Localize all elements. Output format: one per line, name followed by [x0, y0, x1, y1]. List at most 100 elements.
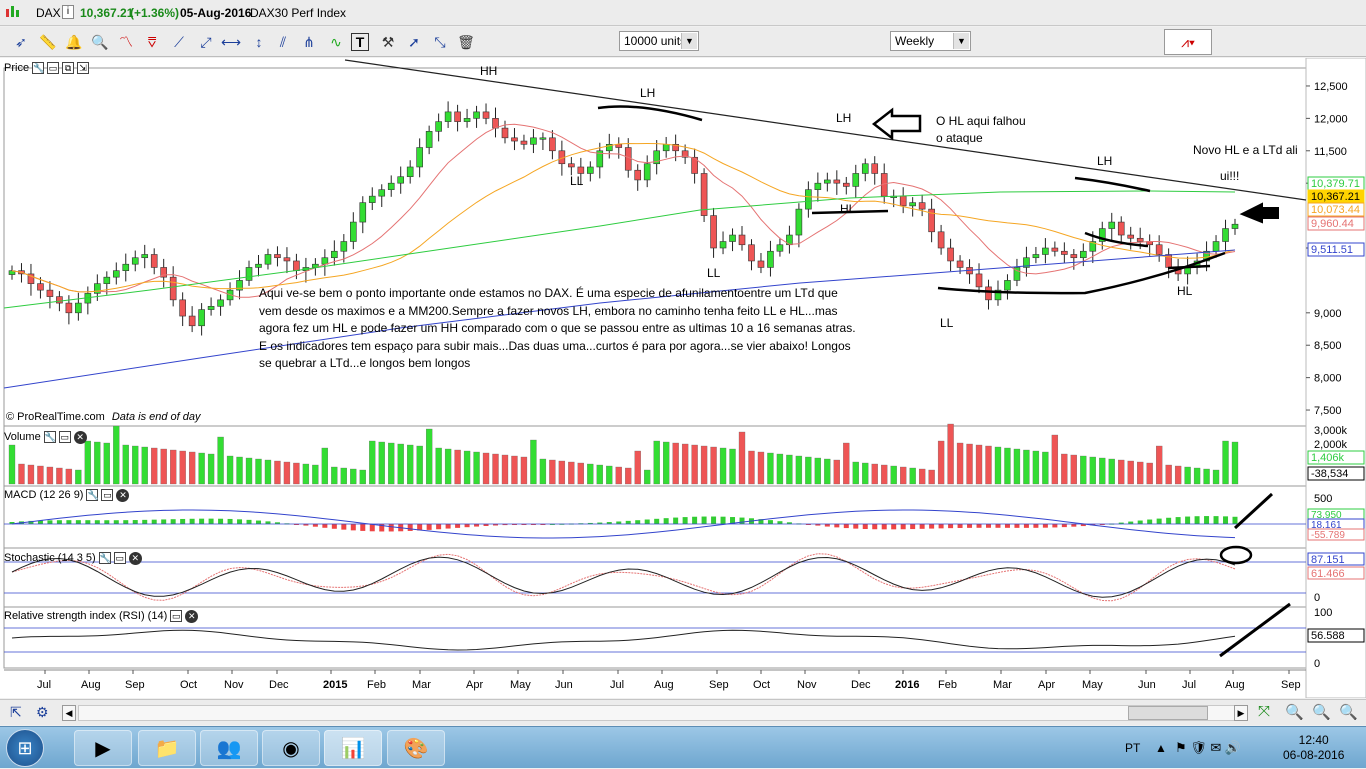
candle-body: [1004, 280, 1011, 291]
zoom-icon[interactable]: 🔍: [91, 33, 109, 50]
alarm-icon[interactable]: 🔔: [65, 33, 83, 50]
pitchfork-icon[interactable]: ⋔: [303, 33, 315, 50]
chart-canvas[interactable]: 12,50012,00011,50011,00010,0009,0008,500…: [0, 58, 1366, 698]
volume-bar: [1231, 441, 1239, 485]
time-tick-label: Nov: [797, 679, 817, 691]
scroll-track[interactable]: [78, 705, 1248, 721]
maximize-icon[interactable]: ▭: [58, 431, 71, 443]
macd-hist-bar: [948, 524, 954, 529]
clock[interactable]: 12:40 06-08-2016: [1283, 733, 1345, 762]
resize-icon[interactable]: ⤡: [434, 33, 446, 50]
zoom-out-icon[interactable]: 🔍: [1312, 704, 1331, 721]
fit-icon[interactable]: ⤧: [1258, 703, 1271, 720]
macd-hist-bar: [891, 524, 897, 530]
volume-bar: [103, 442, 110, 485]
macd-hist-bar: [312, 524, 318, 527]
macd-hist-bar: [1194, 516, 1200, 524]
line-icon[interactable]: ⟋: [174, 33, 184, 50]
macd-hist-bar: [1023, 524, 1029, 528]
hand-line-lh2: [1074, 176, 1151, 193]
zoom-mode-icon[interactable]: ⇱: [10, 704, 22, 720]
macd-hist-bar: [673, 517, 679, 524]
wave-icon[interactable]: ∿: [330, 33, 342, 50]
macd-hist-bar: [1175, 517, 1181, 524]
fib-icon[interactable]: 〽: [119, 34, 133, 50]
settings-icon[interactable]: ⚙: [36, 704, 49, 720]
candle-body: [1089, 241, 1097, 252]
volume-bar: [511, 455, 518, 485]
close-icon[interactable]: ✕: [116, 488, 130, 502]
rsi-badge-bg: [1307, 628, 1365, 643]
channel-icon[interactable]: ⫽: [279, 33, 287, 50]
volume-bar: [587, 463, 594, 485]
language-indicator[interactable]: PT: [1125, 741, 1141, 755]
volume-bar: [568, 461, 575, 485]
chevron-down-icon[interactable]: ▼: [681, 33, 697, 49]
macd-badge-bg: [1307, 528, 1365, 541]
fib-fan-icon[interactable]: ⩢: [147, 33, 157, 50]
scroll-thumb[interactable]: [1128, 706, 1208, 720]
maximize-icon[interactable]: ▭: [101, 489, 114, 501]
expand-icon[interactable]: ⇲: [77, 62, 90, 74]
zoom-fit-icon[interactable]: 🔍: [1285, 704, 1304, 721]
chevron-down-icon[interactable]: ▼: [953, 33, 969, 49]
wrench-icon[interactable]: 🔧: [32, 62, 45, 74]
copy-icon[interactable]: ⧉: [62, 62, 75, 74]
units-dropdown[interactable]: 10000 units ▼: [619, 31, 699, 51]
info-icon[interactable]: i: [62, 5, 74, 19]
ruler-icon[interactable]: 📏: [39, 33, 57, 50]
volume-bar: [236, 456, 243, 485]
ray-icon[interactable]: ⤢: [200, 33, 212, 50]
hammer-icon[interactable]: ⚒: [381, 33, 395, 50]
volume-bar: [1004, 447, 1011, 485]
candle-body: [729, 234, 736, 242]
volume-bar: [1061, 453, 1068, 485]
volume-bar: [463, 450, 471, 485]
wrench-icon[interactable]: 🔧: [43, 431, 56, 443]
maximize-icon[interactable]: ▭: [170, 610, 183, 622]
close-icon[interactable]: ✕: [185, 609, 199, 623]
text-icon[interactable]: T: [351, 33, 369, 51]
volume-bar: [1042, 451, 1049, 485]
vertical-line-icon[interactable]: ↕: [255, 34, 263, 50]
candle-body: [56, 296, 63, 304]
explorer-task[interactable]: 📁: [138, 730, 196, 766]
close-icon[interactable]: ✕: [73, 430, 87, 444]
wrench-icon[interactable]: 🔧: [98, 552, 111, 564]
media-player-task[interactable]: ▶: [74, 730, 132, 766]
maximize-icon[interactable]: ▭: [113, 552, 126, 564]
ma-fast-line: [11, 123, 1236, 298]
show-hidden-icons[interactable]: ▲: [1155, 741, 1167, 755]
prorealtime-task[interactable]: 📊: [324, 730, 382, 766]
volume-bar: [663, 441, 670, 485]
timeframe-dropdown[interactable]: Weekly ▼: [890, 31, 971, 51]
swing-label: LH: [836, 111, 851, 125]
contacts-task[interactable]: 👥: [200, 730, 258, 766]
wrench-icon[interactable]: 🔧: [86, 489, 99, 501]
chart-area[interactable]: 12,50012,00011,50011,00010,0009,0008,500…: [0, 58, 1366, 698]
close-icon[interactable]: ✕: [128, 551, 142, 565]
volume-bar: [435, 447, 442, 485]
volume-bar: [226, 455, 234, 485]
chart-scrollbar[interactable]: ⇱ ⚙ ◀ ▶ ⤧ 🔍 🔍 🔍: [0, 699, 1366, 725]
zoom-in-icon[interactable]: 🔍: [1339, 704, 1358, 721]
paint-task[interactable]: 🎨: [387, 730, 445, 766]
horizontal-line-icon[interactable]: ⟷: [220, 33, 242, 50]
scroll-right-button[interactable]: ▶: [1234, 705, 1248, 721]
maximize-icon[interactable]: ▭: [47, 62, 60, 74]
volume-bar: [1099, 457, 1106, 485]
cursor-icon[interactable]: ➶: [15, 33, 27, 50]
chrome-task[interactable]: ◉: [262, 730, 320, 766]
scroll-left-button[interactable]: ◀: [62, 705, 76, 721]
candle-body: [861, 163, 869, 174]
candle-body: [188, 315, 196, 327]
arrow-icon[interactable]: ➚: [408, 33, 420, 50]
indicators-button[interactable]: ⩘▾: [1164, 29, 1212, 55]
start-button[interactable]: ⊞: [6, 729, 44, 767]
candle-body: [473, 111, 480, 119]
hand-arrow-left: [871, 107, 922, 141]
trash-icon[interactable]: 🗑: [457, 33, 475, 50]
symbol-label[interactable]: DAX: [36, 6, 61, 20]
price-tick-label: 12,500: [1314, 81, 1348, 93]
volume-bar: [425, 428, 433, 485]
